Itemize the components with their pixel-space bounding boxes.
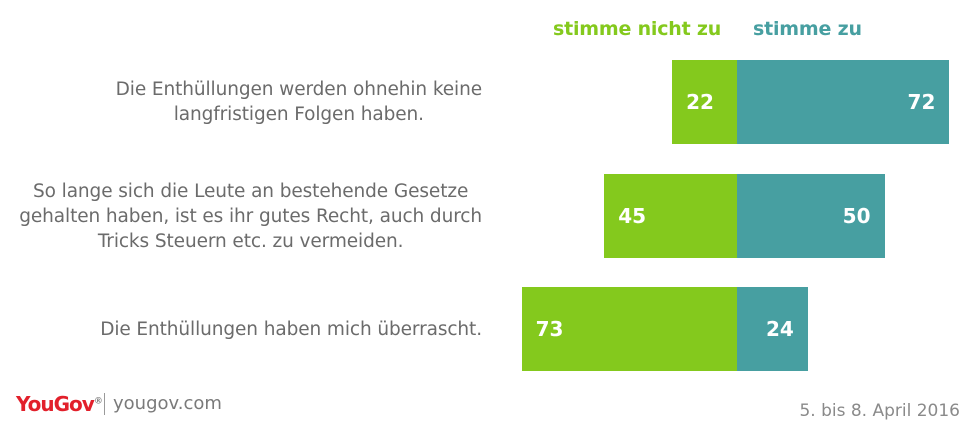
bar-stimme-zu: 72 [737, 60, 950, 144]
legend-stimme-nicht-zu: stimme nicht zu [553, 18, 722, 40]
category-label-line: Tricks Steuern etc. zu vermeiden. [97, 230, 404, 252]
category-label-line: langfristigen Folgen haben. [173, 104, 424, 125]
category-label: So lange sich die Leute an bestehende Ge… [19, 179, 482, 254]
category-label: Die Enthüllungen haben mich überrascht. [100, 317, 482, 342]
category-label-line: Die Enthüllungen werden ohnehin keine [115, 79, 482, 100]
category-label-line: So lange sich die Leute an bestehende Ge… [33, 180, 469, 202]
survey-date: 5. bis 8. April 2016 [799, 401, 960, 421]
bar-value-label: 24 [765, 317, 794, 341]
bar-stimme-zu: 24 [737, 287, 808, 371]
bar-stimme-nicht-zu: 45 [604, 174, 737, 258]
yougov-logo: YouGov® [16, 392, 103, 416]
footer-divider [104, 393, 105, 415]
bar-stimme-nicht-zu: 73 [521, 287, 737, 371]
category-label: Die Enthüllungen werden ohnehin keine lan… [116, 77, 482, 127]
bar-value-label: 72 [907, 90, 936, 114]
bar-stimme-nicht-zu: 22 [672, 60, 737, 144]
bar-stimme-zu: 50 [737, 174, 885, 258]
bar-value-label: 45 [618, 204, 647, 228]
category-label-line: Die Enthüllungen haben mich überrascht. [100, 318, 482, 340]
category-label-line: gehalten haben, ist es ihr gutes Recht, … [19, 205, 482, 227]
bar-value-label: 73 [535, 317, 564, 341]
footer-site: yougov.com [113, 393, 222, 414]
bar-value-label: 22 [686, 90, 714, 114]
bar-value-label: 50 [842, 204, 871, 228]
legend-stimme-zu: stimme zu [753, 18, 862, 40]
